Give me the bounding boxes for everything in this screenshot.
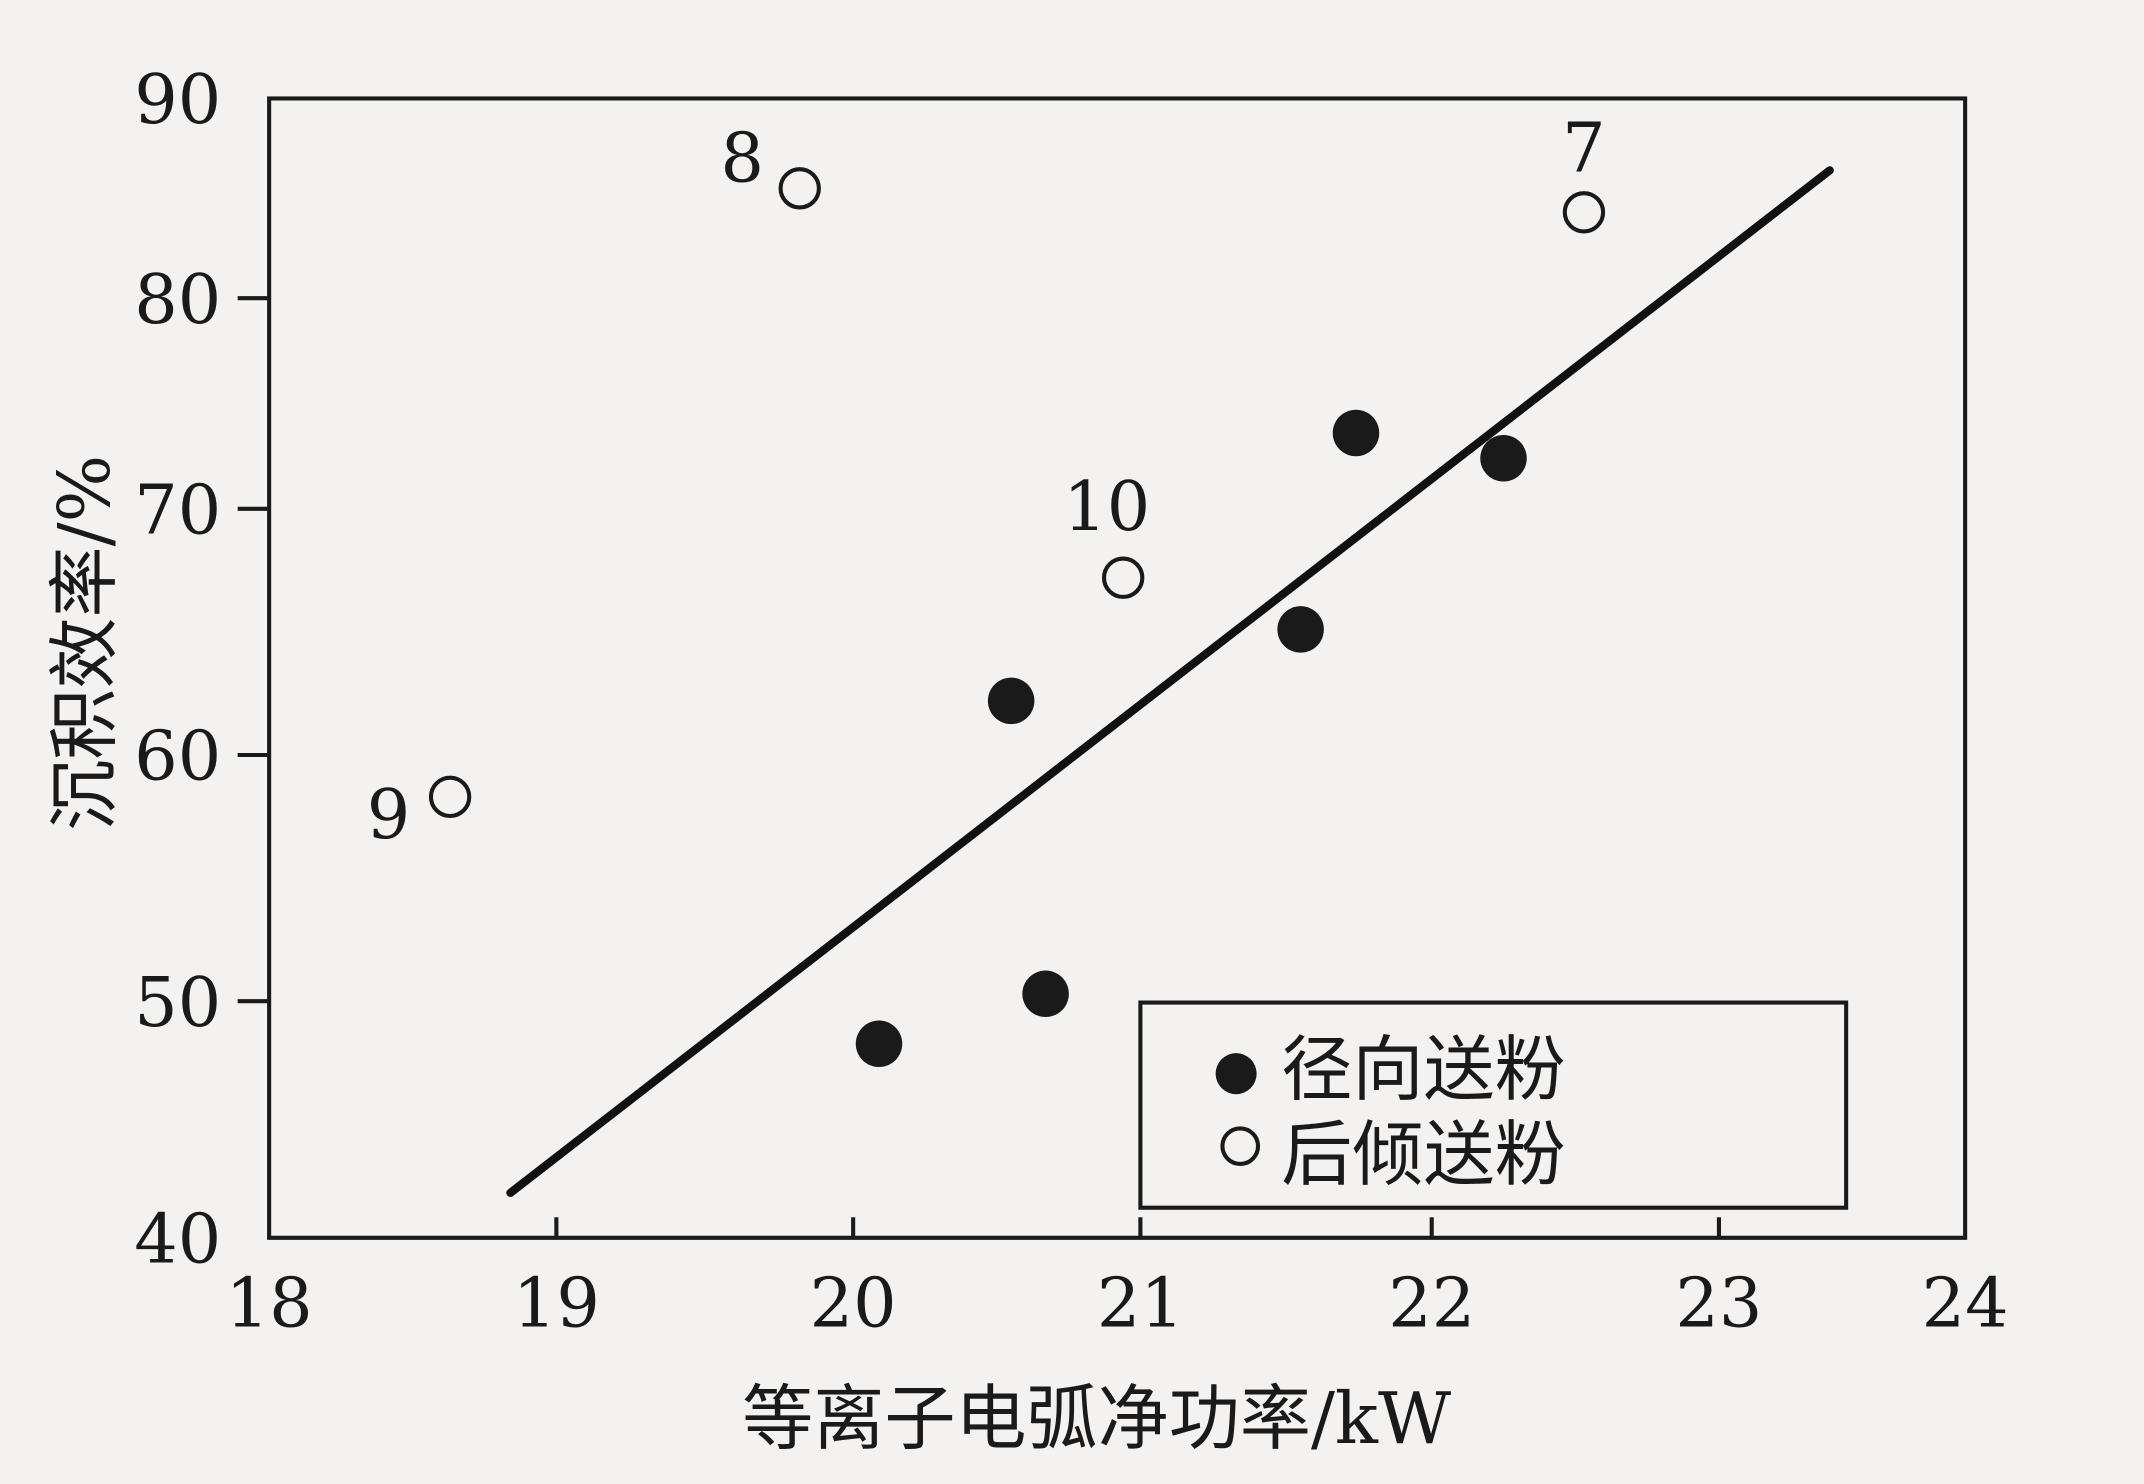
y-axis-label: 沉积效率/% [43,455,126,831]
x-axis-label: 等离子电弧净功率/kW [742,1377,1451,1460]
x-tick-label: 20 [810,1265,897,1344]
legend-marker-filled [1215,1053,1257,1095]
y-tick-label: 40 [134,1200,221,1279]
x-tick-label: 22 [1388,1265,1475,1344]
x-tick-label: 23 [1675,1265,1762,1344]
y-tick-label: 60 [134,718,221,797]
point-label: 7 [1562,109,1606,188]
y-tick-label: 90 [134,61,221,140]
data-point-open [1101,556,1145,599]
legend-label-backward: 后倾送粉 [1281,1113,1565,1196]
point-label: 9 [367,776,411,855]
data-point-filled [1480,434,1527,482]
data-point-open [428,775,472,819]
data-point-open [1562,191,1606,234]
legend-label-radial: 径向送粉 [1281,1028,1565,1111]
data-point-filled [1277,606,1324,653]
legend: 径向送粉 后倾送粉 [1138,1000,1849,1210]
x-tick-label: 18 [226,1265,313,1344]
legend-box [1138,1000,1849,1210]
data-point-open [778,167,821,210]
y-tick-label: 80 [134,261,221,340]
point-label: 8 [721,119,765,198]
data-point-filled [987,677,1035,725]
fit-line [506,166,1834,1197]
x-tick-label: 19 [513,1265,600,1344]
legend-marker-open [1220,1126,1261,1166]
point-label: 10 [1063,468,1150,547]
data-point-filled [855,1020,903,1068]
x-tick-label: 21 [1097,1265,1184,1344]
plot-frame [267,96,1968,1240]
x-tick-label: 24 [1922,1265,2009,1344]
y-tick-label: 70 [134,471,221,550]
data-point-filled [1332,409,1380,457]
y-tick-label: 50 [134,964,221,1043]
data-point-filled [1022,970,1069,1018]
